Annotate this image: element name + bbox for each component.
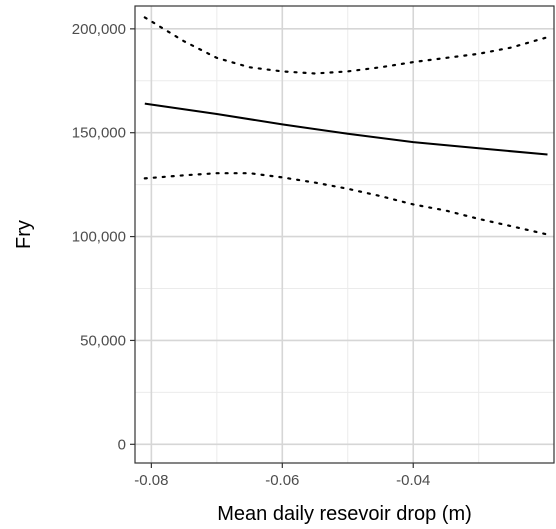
series-line-2	[143, 172, 549, 236]
y-tick-label-2: 100,000	[72, 229, 126, 246]
series-line-1	[143, 16, 549, 75]
plot-panel-border	[134, 5, 555, 464]
series-line-0	[144, 102, 548, 156]
y-axis: 0 50,000 100,000 150,000 200,000	[72, 21, 135, 453]
grid-major	[135, 6, 554, 463]
y-tick-label-4: 200,000	[72, 21, 126, 38]
x-tick-label-2: -0.04	[396, 472, 430, 489]
y-tick-label-1: 50,000	[80, 332, 126, 349]
y-tick-label-3: 150,000	[72, 125, 126, 142]
y-axis-title: Fry	[13, 220, 35, 249]
x-tick-label-1: -0.06	[265, 472, 299, 489]
x-tick-label-0: -0.08	[134, 472, 168, 489]
x-axis-title: Mean daily resevoir drop (m)	[217, 503, 472, 525]
series-layer	[143, 16, 549, 236]
grid-minor	[135, 6, 554, 463]
y-tick-label-0: 0	[118, 436, 126, 453]
x-axis: -0.08 -0.06 -0.04	[134, 463, 430, 489]
